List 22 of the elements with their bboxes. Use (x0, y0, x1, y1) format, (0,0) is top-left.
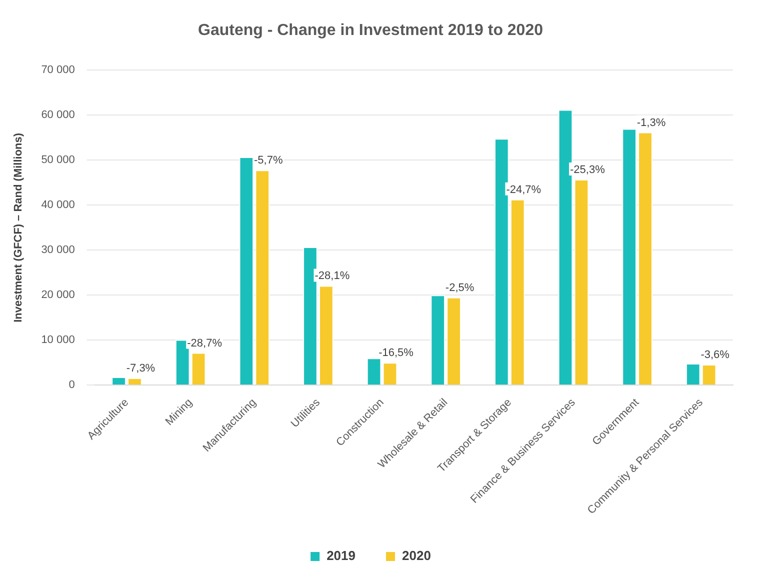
y-tick-label: 60 000 (41, 109, 75, 122)
y-tick-label: 0 (68, 379, 75, 392)
y-tick-label: 30 000 (41, 244, 75, 256)
y-tick-label: 50 000 (41, 154, 75, 166)
annotation: -25,3% (570, 164, 606, 176)
y-tick-label: 70 000 (41, 64, 75, 76)
legend-label: 2019 (326, 548, 356, 564)
y-axis-title: Investment (GFCF) – Rand (Millions) (12, 132, 25, 322)
annotation: -2,5% (445, 282, 474, 294)
annotation: -24,7% (506, 184, 542, 196)
annotation: -3,6% (700, 348, 730, 361)
y-tick-label: 10 000 (41, 334, 75, 346)
legend-label: 2020 (402, 548, 431, 564)
y-tick-label: 20 000 (41, 289, 75, 302)
annotation: -5,7% (254, 154, 283, 167)
annotation: -7,3% (126, 362, 156, 374)
annotation: -16,5% (378, 347, 414, 360)
y-tick-label: 40 000 (41, 199, 75, 212)
annotation: -28,7% (187, 337, 222, 350)
annotation: -1,3% (636, 116, 666, 129)
annotation: -28,1% (314, 270, 350, 282)
chart-title: Gauteng - Change in Investment 2019 to 2020 (198, 22, 544, 40)
